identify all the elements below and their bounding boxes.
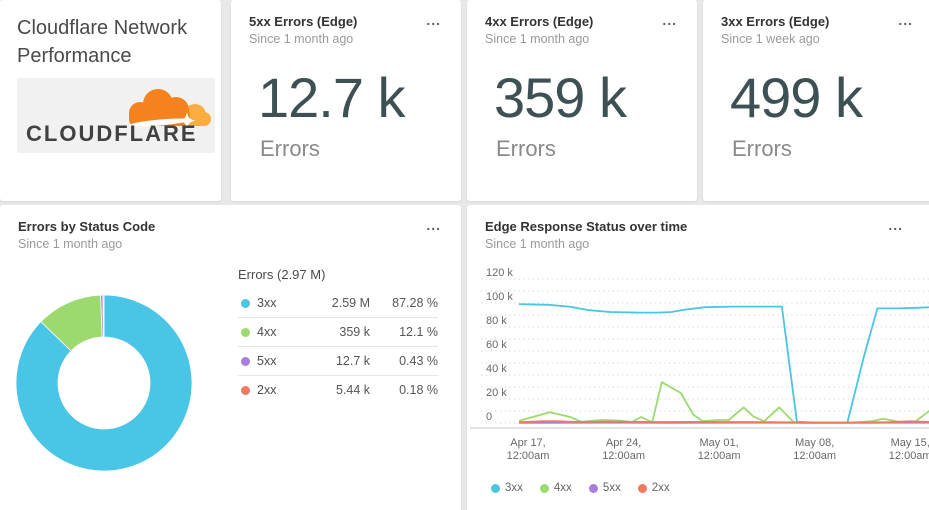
- series-name: 4xx: [257, 325, 277, 339]
- svg-text:12:00am: 12:00am: [793, 450, 836, 462]
- svg-text:Apr 24,: Apr 24,: [606, 437, 641, 449]
- legend-item-4xx[interactable]: 4xx: [539, 482, 572, 494]
- legend-label: 5xx: [602, 482, 621, 494]
- errors-by-status-card: Errors by Status Code Since 1 month ago …: [0, 205, 461, 510]
- card-subtitle: Since 1 month ago: [249, 32, 354, 46]
- stat-card-3xx: 3xx Errors (Edge) Since 1 week ago ... 4…: [703, 0, 929, 201]
- series-value: 2.59 M: [331, 296, 370, 310]
- svg-text:May 01,: May 01,: [700, 437, 739, 449]
- stat-value-3xx: 499 k: [730, 66, 863, 129]
- cloudflare-logo: CLOUDFLARE: [17, 78, 215, 153]
- stat-label: Errors: [496, 136, 556, 161]
- legend-label: 3xx: [505, 482, 523, 494]
- svg-text:12:00am: 12:00am: [698, 450, 741, 462]
- svg-text:20 k: 20 k: [486, 387, 507, 399]
- card-subtitle: Since 1 week ago: [721, 32, 820, 46]
- card-title: 3xx Errors (Edge): [721, 14, 830, 29]
- svg-text:12:00am: 12:00am: [602, 450, 645, 462]
- dashboard-title-card: Cloudflare Network Performance CLOUDFLAR…: [0, 0, 221, 201]
- stat-card-5xx: 5xx Errors (Edge) Since 1 month ago ... …: [231, 0, 461, 201]
- legend-color-dot: [539, 483, 549, 493]
- svg-text:Apr 17,: Apr 17,: [510, 437, 545, 449]
- series-value: 12.7 k: [335, 354, 370, 368]
- legend-label: 2xx: [651, 482, 670, 494]
- series-name: 3xx: [257, 296, 277, 310]
- line-chart-legend: 3xx 4xx 5xx 2xx: [491, 482, 670, 494]
- legend-color-dot: [491, 483, 500, 493]
- legend-label: 4xx: [553, 482, 572, 494]
- svg-text:100 k: 100 k: [486, 291, 513, 303]
- cloudflare-logo-text: CLOUDFLARE: [26, 121, 198, 146]
- svg-text:120 k: 120 k: [486, 267, 513, 279]
- series-line-4xx: [518, 381, 929, 424]
- svg-text:12:00am: 12:00am: [507, 450, 550, 462]
- series-value: 359 k: [339, 325, 370, 339]
- series-percent: 87.28 %: [392, 296, 438, 310]
- stat-value-5xx: 12.7 k: [258, 66, 406, 129]
- svg-text:12:00am: 12:00am: [889, 450, 929, 462]
- stat-label: Errors: [260, 136, 320, 161]
- card-title: Errors by Status Code: [18, 219, 156, 234]
- gridlines: [481, 278, 929, 424]
- series-line-3xx: [518, 303, 929, 424]
- card-title: 5xx Errors (Edge): [249, 14, 358, 29]
- svg-text:40 k: 40 k: [486, 363, 507, 375]
- cloudflare-cloud-icon: [129, 89, 211, 130]
- dashboard-title: Cloudflare Network Performance: [17, 17, 188, 67]
- series-color-dot: [241, 327, 250, 337]
- stat-label: Errors: [732, 136, 792, 161]
- series-color-dot: [241, 298, 250, 308]
- card-menu-icon[interactable]: ...: [426, 217, 441, 233]
- card-menu-icon[interactable]: ...: [426, 12, 441, 28]
- series-name: 5xx: [257, 354, 277, 368]
- svg-text:60 k: 60 k: [486, 339, 507, 351]
- svg-text:May 15,: May 15,: [891, 437, 929, 449]
- legend-item-2xx[interactable]: 2xx: [637, 482, 670, 494]
- svg-text:May 08,: May 08,: [795, 437, 834, 449]
- card-subtitle: Since 1 month ago: [485, 32, 590, 46]
- donut-table-row-3xx[interactable]: 3xx 2.59 M 87.28 %: [238, 289, 438, 318]
- donut-slice-3xx[interactable]: [15, 294, 193, 472]
- card-title: Edge Response Status over time: [485, 219, 688, 234]
- series-percent: 12.1 %: [399, 325, 438, 339]
- donut-table-header: Errors (2.97 M): [238, 267, 326, 282]
- legend-color-dot: [588, 483, 598, 493]
- donut-table-row-2xx[interactable]: 2xx 5.44 k 0.18 %: [238, 376, 438, 404]
- series-color-dot: [241, 385, 250, 395]
- donut-slice-2xx[interactable]: [102, 294, 105, 338]
- series-color-dot: [241, 356, 250, 366]
- legend-color-dot: [637, 483, 647, 493]
- card-subtitle: Since 1 month ago: [18, 237, 123, 251]
- legend-item-5xx[interactable]: 5xx: [588, 482, 621, 494]
- legend-item-3xx[interactable]: 3xx: [491, 482, 523, 494]
- stat-value-4xx: 359 k: [494, 66, 627, 129]
- card-menu-icon[interactable]: ...: [662, 12, 677, 28]
- y-axis-labels: 0 20 k 40 k 60 k 80 k 100 k 120 k: [486, 267, 513, 423]
- donut-table-row-4xx[interactable]: 4xx 359 k 12.1 %: [238, 318, 438, 347]
- card-menu-icon[interactable]: ...: [888, 217, 903, 233]
- series-percent: 0.43 %: [399, 354, 438, 368]
- series-name: 2xx: [257, 383, 277, 397]
- stat-card-4xx: 4xx Errors (Edge) Since 1 month ago ... …: [467, 0, 697, 201]
- card-menu-icon[interactable]: ...: [898, 12, 913, 28]
- svg-text:80 k: 80 k: [486, 315, 507, 327]
- donut-legend-table: Errors (2.97 M) 3xx 2.59 M 87.28 % 4xx 3…: [238, 267, 438, 404]
- svg-text:0: 0: [486, 411, 492, 423]
- series-percent: 0.18 %: [399, 383, 438, 397]
- donut-table-row-5xx[interactable]: 5xx 12.7 k 0.43 %: [238, 347, 438, 376]
- edge-response-status-card: Edge Response Status over time Since 1 m…: [467, 205, 929, 510]
- card-title: 4xx Errors (Edge): [485, 14, 594, 29]
- series-line-2xx: [518, 420, 929, 424]
- card-subtitle: Since 1 month ago: [485, 237, 590, 251]
- series-value: 5.44 k: [335, 383, 370, 397]
- donut-chart[interactable]: [4, 283, 204, 483]
